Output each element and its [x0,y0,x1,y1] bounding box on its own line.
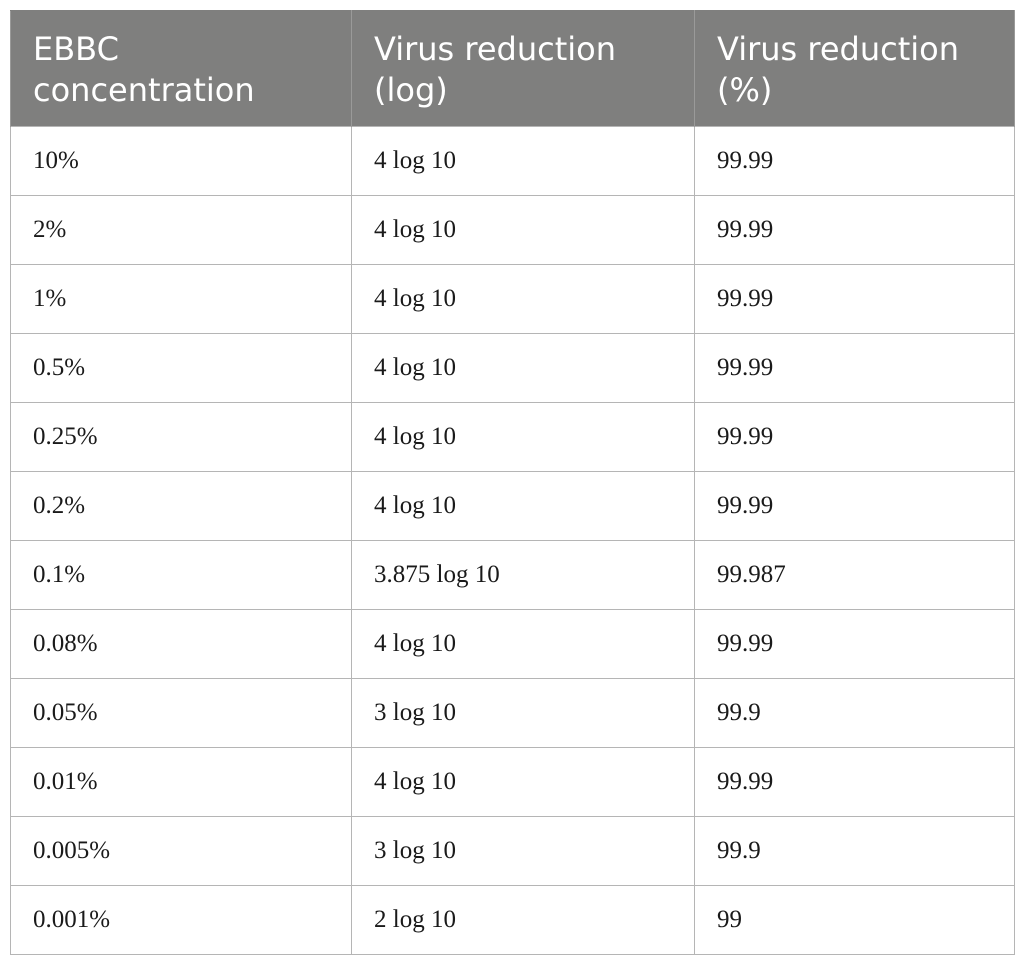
header-reduction-percent: Virus reduction (%) [694,10,1015,127]
cell-reduction-log: 3 log 10 [351,678,695,748]
cell-reduction-log: 4 log 10 [351,126,695,196]
table-row: 0.1% 3.875 log 10 99.987 [10,540,1015,610]
table-row: 0.05% 3 log 10 99.9 [10,678,1015,748]
table-row: 0.005% 3 log 10 99.9 [10,816,1015,886]
table-row: 10% 4 log 10 99.99 [10,126,1015,196]
cell-reduction-log: 2 log 10 [351,885,695,955]
cell-reduction-percent: 99.99 [694,195,1015,265]
cell-reduction-percent: 99.9 [694,816,1015,886]
table-row: 0.2% 4 log 10 99.99 [10,471,1015,541]
cell-reduction-percent: 99.99 [694,609,1015,679]
cell-reduction-percent: 99.99 [694,471,1015,541]
cell-concentration: 2% [10,195,352,265]
cell-reduction-log: 4 log 10 [351,402,695,472]
cell-reduction-log: 4 log 10 [351,747,695,817]
cell-reduction-percent: 99.9 [694,678,1015,748]
cell-reduction-log: 4 log 10 [351,609,695,679]
cell-concentration: 0.08% [10,609,352,679]
cell-reduction-percent: 99.99 [694,333,1015,403]
table-row: 0.08% 4 log 10 99.99 [10,609,1015,679]
table-row: 1% 4 log 10 99.99 [10,264,1015,334]
cell-reduction-log: 4 log 10 [351,195,695,265]
cell-reduction-percent: 99.99 [694,747,1015,817]
cell-reduction-log: 3 log 10 [351,816,695,886]
cell-concentration: 0.1% [10,540,352,610]
table-row: 0.25% 4 log 10 99.99 [10,402,1015,472]
cell-concentration: 0.2% [10,471,352,541]
header-reduction-log: Virus reduction (log) [351,10,695,127]
virus-reduction-table: EBBC concentration Virus reduction (log)… [10,10,1015,955]
header-concentration: EBBC concentration [10,10,352,127]
cell-reduction-percent: 99.987 [694,540,1015,610]
cell-reduction-log: 4 log 10 [351,471,695,541]
table-row: 0.001% 2 log 10 99 [10,885,1015,955]
cell-concentration: 10% [10,126,352,196]
cell-reduction-log: 3.875 log 10 [351,540,695,610]
cell-reduction-log: 4 log 10 [351,333,695,403]
cell-concentration: 1% [10,264,352,334]
table-row: 0.5% 4 log 10 99.99 [10,333,1015,403]
cell-reduction-percent: 99.99 [694,126,1015,196]
cell-concentration: 0.001% [10,885,352,955]
cell-reduction-percent: 99 [694,885,1015,955]
cell-concentration: 0.05% [10,678,352,748]
cell-concentration: 0.25% [10,402,352,472]
cell-reduction-percent: 99.99 [694,264,1015,334]
cell-reduction-percent: 99.99 [694,402,1015,472]
cell-concentration: 0.5% [10,333,352,403]
table-body: 10% 4 log 10 99.99 2% 4 log 10 99.99 1% … [10,126,1015,955]
header-row: EBBC concentration Virus reduction (log)… [10,10,1015,127]
cell-concentration: 0.01% [10,747,352,817]
table-header: EBBC concentration Virus reduction (log)… [10,10,1015,127]
cell-concentration: 0.005% [10,816,352,886]
table-row: 0.01% 4 log 10 99.99 [10,747,1015,817]
table-row: 2% 4 log 10 99.99 [10,195,1015,265]
cell-reduction-log: 4 log 10 [351,264,695,334]
